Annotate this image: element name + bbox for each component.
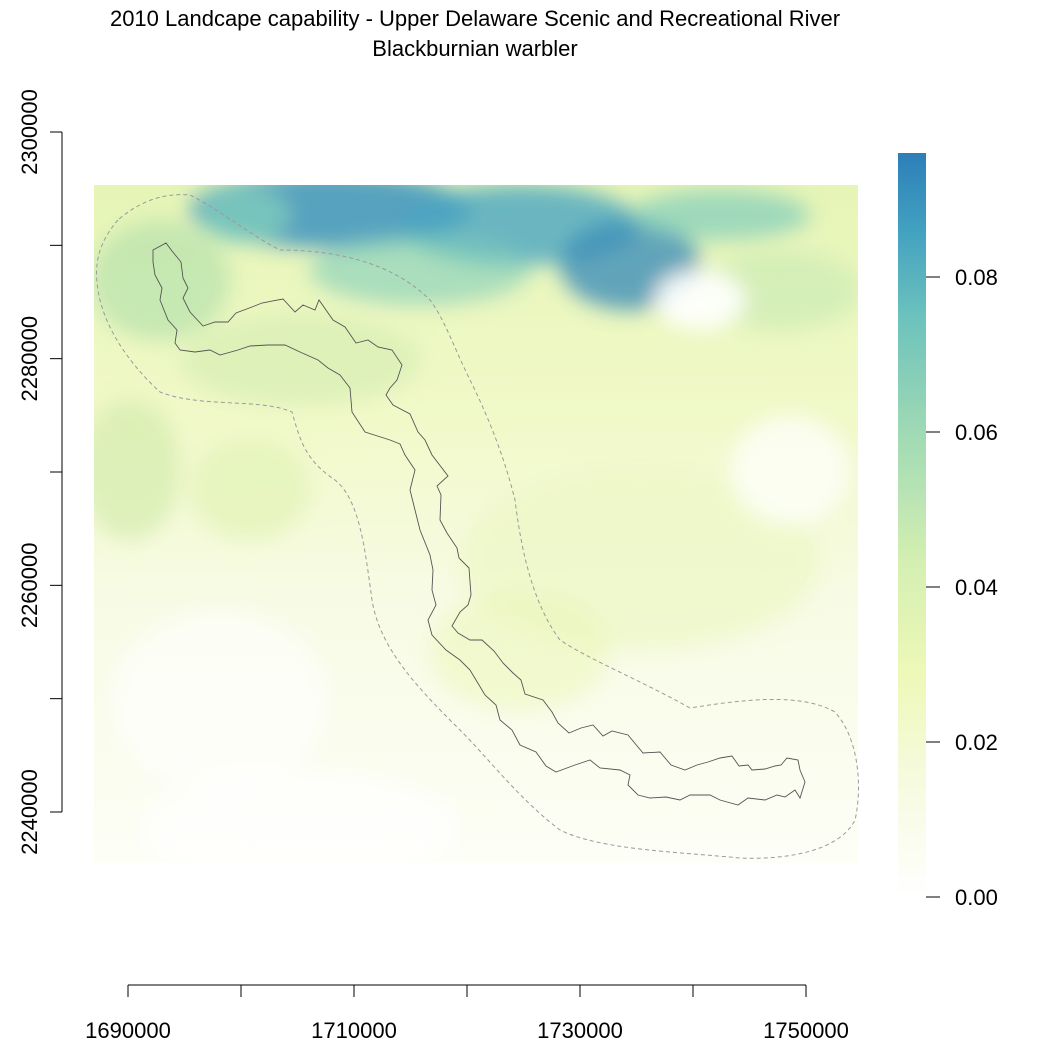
chart-subtitle: Blackburnian warbler [372,36,578,61]
buffer-boundary [96,194,859,859]
x-tick-label: 1710000 [311,1018,397,1043]
chart-title: 2010 Landcape capability - Upper Delawar… [109,6,841,31]
legend-tick-label: 0.06 [955,420,998,445]
river-corridor-boundary [152,242,806,806]
y-tick-label: 2300000 [17,89,42,175]
x-tick-label: 1730000 [537,1018,623,1043]
y-tick-label: 2240000 [17,769,42,855]
x-axis: 1690000 1710000 1730000 1750000 [85,984,849,1043]
legend-tick-label: 0.00 [955,885,998,910]
legend-tick-label: 0.08 [955,265,998,290]
x-tick-label: 1750000 [763,1018,849,1043]
color-bar [898,153,926,897]
y-tick-label: 2280000 [17,316,42,402]
x-tick-label: 1690000 [85,1018,171,1043]
capability-raster [94,185,858,863]
legend-tick-label: 0.04 [955,575,998,600]
color-legend: 0.00 0.02 0.04 0.06 0.08 [898,153,998,910]
legend-tick-label: 0.02 [955,730,998,755]
y-tick-label: 2260000 [17,543,42,629]
y-axis: 2240000 2260000 2280000 2300000 [17,89,63,855]
